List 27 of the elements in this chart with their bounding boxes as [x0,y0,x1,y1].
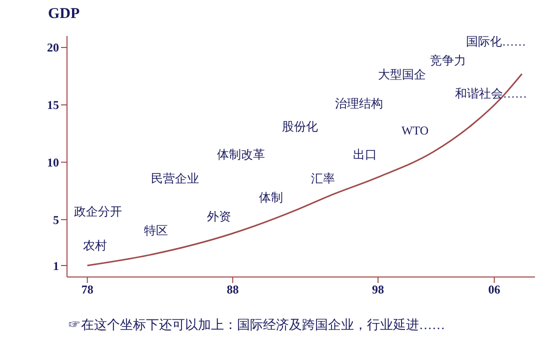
y-tick-label: 1 [53,258,59,273]
annotation: 股份化 [282,118,318,136]
y-tick-label: 10 [47,156,59,170]
annotation: 治理结构 [335,96,383,112]
annotation: 竞争力 [430,52,466,70]
y-tick-label: 20 [47,40,59,55]
annotation: 政企分开 [74,204,122,220]
annotation: 体制改革 [217,146,265,164]
y-axis-title: GDP [48,6,80,23]
text: ☞在这个坐标下还可以加上：国际经济及跨国企业，行业延进…… [68,316,445,334]
y-tick-label: 15 [47,98,59,112]
x-tick-label: 88 [226,282,239,297]
annotation: 出口 [353,146,377,164]
x-tick-label: 06 [488,282,500,297]
annotation: 和谐社会…… [455,86,527,102]
annotation: 农村 [83,238,107,254]
x-tick-label: 98 [372,282,384,297]
y-tick-label: 5 [53,212,59,227]
annotation: 外资 [207,208,231,226]
annotation: 汇率 [311,170,335,188]
annotation: 体制 [259,190,283,206]
annotation: 大型国企 [378,66,426,84]
annotation: WTO [401,124,429,138]
annotation: 特区 [144,222,168,240]
x-tick-label: 78 [81,282,94,297]
annotation: 国际化…… [466,34,526,50]
annotation: 民营企业 [151,170,199,188]
